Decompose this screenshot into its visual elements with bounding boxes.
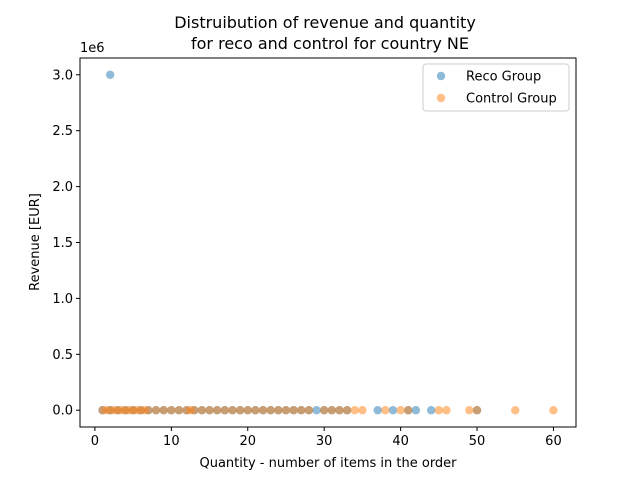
data-point: [167, 406, 176, 415]
y-tick-label: 3.0: [52, 68, 73, 83]
data-point: [212, 406, 222, 415]
x-tick-label: 30: [316, 434, 333, 449]
data-point: [327, 406, 337, 415]
data-point: [404, 406, 413, 415]
data-point: [472, 406, 482, 415]
data-point: [396, 406, 405, 415]
data-point: [511, 406, 520, 415]
data-point: [258, 406, 268, 415]
data-point: [151, 406, 161, 415]
data-point: [335, 406, 344, 415]
data-point: [274, 406, 283, 415]
legend-box: [422, 63, 570, 112]
data-point: [297, 406, 306, 415]
data-point: [350, 406, 359, 415]
data-point: [159, 406, 168, 415]
y-tick-label: 0.5: [52, 348, 73, 363]
legend-label: Control Group: [466, 92, 557, 107]
x-tick-label: 40: [392, 434, 409, 449]
data-point: [549, 406, 558, 415]
data-point: [190, 406, 199, 415]
legend-label: Reco Group: [466, 70, 541, 85]
y-tick-label: 0.0: [52, 404, 73, 419]
points-layer: [98, 70, 558, 415]
data-point: [197, 406, 207, 415]
data-point: [411, 406, 421, 415]
data-point: [358, 406, 367, 415]
y-axis-label: Revenue [EUR]: [28, 193, 43, 291]
y-tick-label: 1.0: [52, 292, 73, 307]
x-tick-label: 0: [91, 434, 99, 449]
y-tick-label: 1.5: [52, 236, 73, 251]
legend-marker: [436, 93, 446, 103]
series-0: [98, 70, 482, 415]
legend: Reco Group Control Group: [422, 63, 570, 112]
y-tick-label: 2.0: [52, 180, 73, 195]
x-axis-label: Quantity - number of items in the order: [199, 456, 457, 471]
data-point: [174, 406, 184, 415]
data-point: [381, 406, 390, 415]
y-offset-label: 1e6: [80, 41, 105, 56]
x-tick-label: 50: [469, 434, 486, 449]
data-point: [220, 406, 230, 415]
chart-title-line1: Distruibution of revenue and quantity: [174, 13, 476, 32]
plot-frame: [79, 57, 577, 428]
chart-title-line2: for reco and control for country NE: [191, 34, 469, 53]
data-point: [205, 406, 214, 415]
x-tick-label: 20: [239, 434, 256, 449]
legend-marker: [436, 71, 446, 81]
data-point: [266, 406, 275, 415]
data-point: [442, 406, 451, 415]
data-point: [373, 406, 382, 415]
data-point: [228, 406, 237, 415]
data-point: [243, 406, 252, 415]
data-point: [465, 406, 474, 415]
data-point: [144, 406, 153, 415]
data-point: [251, 406, 260, 415]
data-point: [342, 406, 352, 415]
x-tick-label: 10: [163, 434, 180, 449]
data-point: [434, 406, 444, 415]
series-1: [98, 406, 558, 415]
data-point: [426, 406, 436, 415]
data-point: [319, 406, 329, 415]
data-point: [105, 70, 115, 79]
y-tick-label: 2.5: [52, 124, 73, 139]
data-point: [304, 406, 314, 415]
data-point: [235, 406, 245, 415]
data-point: [281, 406, 291, 415]
data-point: [312, 406, 321, 415]
x-tick-label: 60: [545, 434, 562, 449]
data-point: [388, 406, 398, 415]
data-point: [289, 406, 298, 415]
ticks-layer: 0 10 20 30 40 50 60 0.0 0.5 1.0 1.5 2.0 2.5 3.0: [52, 68, 561, 449]
